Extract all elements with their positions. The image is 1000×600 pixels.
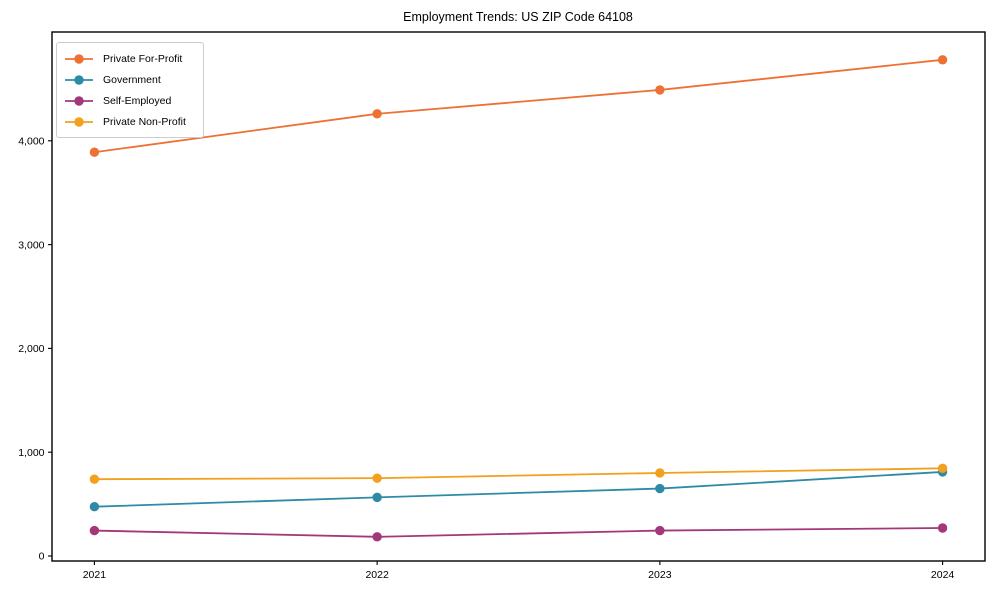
data-point-marker bbox=[89, 525, 100, 536]
data-point-marker bbox=[655, 525, 665, 536]
data-point-marker bbox=[372, 492, 382, 503]
legend: Private For-Profit Government Self-Employe… bbox=[56, 42, 204, 138]
series-line bbox=[93, 467, 944, 481]
x-tick-label: 2022 bbox=[365, 569, 389, 581]
x-tick-label: 2023 bbox=[648, 569, 672, 581]
data-point-marker bbox=[372, 109, 382, 119]
series-line bbox=[93, 58, 944, 154]
legend-label: Private Non-Profit bbox=[103, 115, 186, 128]
legend-line-marker-icon bbox=[65, 74, 93, 85]
data-point-marker bbox=[372, 473, 382, 483]
legend-item: Self-Employed bbox=[64, 90, 195, 111]
legend-label: Self-Employed bbox=[103, 94, 172, 107]
legend-label: Government bbox=[103, 73, 161, 86]
y-tick-label: 0 bbox=[39, 551, 45, 563]
chart-title: Employment Trends: US ZIP Code 64108 bbox=[403, 10, 633, 24]
data-point-marker bbox=[372, 532, 382, 542]
legend-label: Private For-Profit bbox=[103, 52, 183, 65]
y-tick-label: 1,000 bbox=[18, 447, 44, 459]
data-point-marker bbox=[89, 502, 100, 512]
data-point-marker bbox=[937, 523, 948, 533]
legend-item: Government bbox=[64, 69, 195, 90]
data-point-marker bbox=[89, 474, 100, 484]
series-line bbox=[93, 527, 944, 538]
y-tick-label: 3,000 bbox=[18, 239, 44, 251]
y-tick-label: 4,000 bbox=[18, 135, 44, 147]
data-point-marker bbox=[655, 468, 665, 478]
legend-line-marker-icon bbox=[65, 95, 93, 106]
data-point-marker bbox=[655, 85, 665, 95]
series-line bbox=[93, 471, 944, 508]
x-tick-label: 2024 bbox=[931, 569, 955, 581]
data-point-marker bbox=[937, 463, 948, 474]
axes-frame bbox=[51, 31, 986, 562]
x-tick-label: 2021 bbox=[83, 569, 107, 581]
legend-line-marker-icon bbox=[65, 116, 93, 127]
data-point-marker bbox=[89, 147, 100, 157]
y-tick-label: 2,000 bbox=[18, 343, 44, 355]
legend-line-marker-icon bbox=[65, 53, 93, 64]
legend-item: Private Non-Profit bbox=[64, 111, 195, 132]
legend-item: Private For-Profit bbox=[64, 48, 195, 69]
data-point-marker bbox=[655, 483, 665, 494]
data-point-marker bbox=[937, 55, 948, 65]
